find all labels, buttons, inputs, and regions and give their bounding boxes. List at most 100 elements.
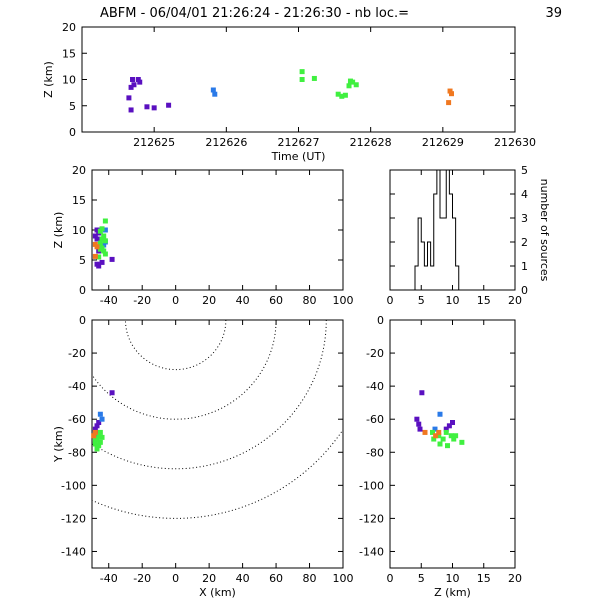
data-point — [450, 420, 455, 426]
y-tick-label: 4 — [521, 188, 528, 201]
data-point — [101, 248, 107, 254]
x-tick-label: -40 — [100, 294, 118, 307]
x-tick-label: 5 — [418, 294, 425, 307]
data-point — [102, 251, 108, 257]
y-tick-label: -60 — [68, 413, 86, 426]
data-point — [96, 433, 102, 439]
data-point — [347, 78, 353, 84]
x-tick-label: 40 — [236, 572, 250, 585]
data-point — [97, 429, 103, 435]
y-tick-label: 15 — [62, 47, 76, 60]
x-tick-label: 0 — [387, 294, 394, 307]
data-point — [459, 439, 465, 445]
data-point — [443, 429, 449, 435]
data-point — [432, 426, 438, 432]
x-tick-label: 20 — [202, 294, 216, 307]
data-point — [94, 227, 100, 233]
x-axis-label: Z (km) — [434, 586, 471, 599]
location-count: 39 — [545, 6, 562, 21]
x-tick-label: 20 — [508, 294, 522, 307]
x-tick-label: 20 — [508, 572, 522, 585]
data-point — [151, 105, 157, 111]
data-point — [448, 433, 454, 439]
x-tick-label: 0 — [387, 572, 394, 585]
data-point — [97, 240, 103, 246]
data-point — [94, 236, 100, 242]
y-tick-label: 5 — [79, 254, 86, 267]
data-point — [446, 100, 452, 106]
data-point — [101, 242, 107, 248]
y-tick-label: -80 — [366, 446, 384, 459]
data-point — [436, 429, 442, 435]
plot-frame — [389, 169, 516, 291]
y-tick-label: 3 — [521, 212, 528, 225]
data-point — [417, 426, 423, 432]
x-tick-label: 60 — [269, 572, 283, 585]
y-tick-label: -140 — [61, 545, 86, 558]
x-tick-label: 10 — [446, 572, 460, 585]
y-tick-label: 20 — [72, 164, 86, 177]
data-point — [414, 416, 420, 422]
data-point — [96, 443, 102, 449]
data-point — [445, 443, 450, 449]
y-tick-label: 10 — [62, 74, 76, 87]
data-point — [422, 429, 428, 435]
y-tick-label: -80 — [68, 446, 86, 459]
y-tick-label: 2 — [521, 236, 528, 249]
y-tick-label: -20 — [366, 347, 384, 360]
plot-frame — [91, 319, 344, 569]
y-tick-label: 5 — [521, 164, 528, 177]
y-tick-label: 0 — [79, 314, 86, 327]
data-point — [99, 259, 105, 265]
y-tick-label: 0 — [79, 284, 86, 297]
x-tick-label: 212626 — [205, 136, 247, 149]
data-point — [92, 426, 98, 432]
data-point — [131, 82, 137, 88]
y-axis-label: Y (km) — [52, 426, 65, 463]
data-point — [92, 441, 98, 447]
data-point — [92, 438, 98, 444]
x-tick-label: 212627 — [278, 136, 320, 149]
data-point — [130, 77, 136, 82]
data-point — [99, 434, 105, 440]
histogram-step-line — [414, 169, 460, 290]
y-axis-label: Z (km) — [42, 61, 55, 98]
data-point — [94, 244, 100, 250]
data-point — [94, 423, 100, 429]
y-tick-label: -120 — [359, 512, 384, 525]
data-point — [437, 411, 443, 417]
data-point — [102, 227, 108, 233]
y-tick-label: -60 — [366, 413, 384, 426]
y-tick-label: -140 — [359, 545, 384, 558]
y-tick-label: 0 — [69, 126, 76, 139]
data-point — [92, 233, 98, 239]
figure-title: ABFM - 06/04/01 21:26:24 - 21:26:30 - nb… — [100, 6, 409, 21]
x-tick-label: 10 — [446, 294, 460, 307]
x-tick-label: 60 — [269, 294, 283, 307]
data-point — [128, 84, 134, 90]
data-point — [440, 436, 446, 442]
data-point — [419, 390, 425, 396]
data-point — [437, 441, 443, 447]
y-tick-label: 20 — [62, 21, 76, 34]
data-point — [212, 91, 218, 97]
data-point — [91, 433, 97, 439]
x-tick-label: 0 — [172, 294, 179, 307]
y-tick-label: -20 — [68, 347, 86, 360]
data-point — [453, 433, 459, 439]
y-tick-label: -100 — [61, 479, 86, 492]
x-tick-label: 212630 — [494, 136, 536, 149]
x-tick-label: 212625 — [133, 136, 175, 149]
data-point — [109, 256, 115, 262]
range-ring — [92, 320, 327, 470]
data-point — [99, 236, 105, 242]
data-point — [430, 429, 435, 435]
data-point — [299, 69, 305, 75]
y-axis-label: number of sources — [538, 179, 551, 282]
data-point — [99, 416, 105, 422]
data-point — [109, 390, 115, 396]
x-tick-label: 212628 — [350, 136, 392, 149]
x-tick-label: 15 — [477, 572, 491, 585]
data-point — [92, 429, 98, 435]
data-point — [97, 439, 103, 445]
